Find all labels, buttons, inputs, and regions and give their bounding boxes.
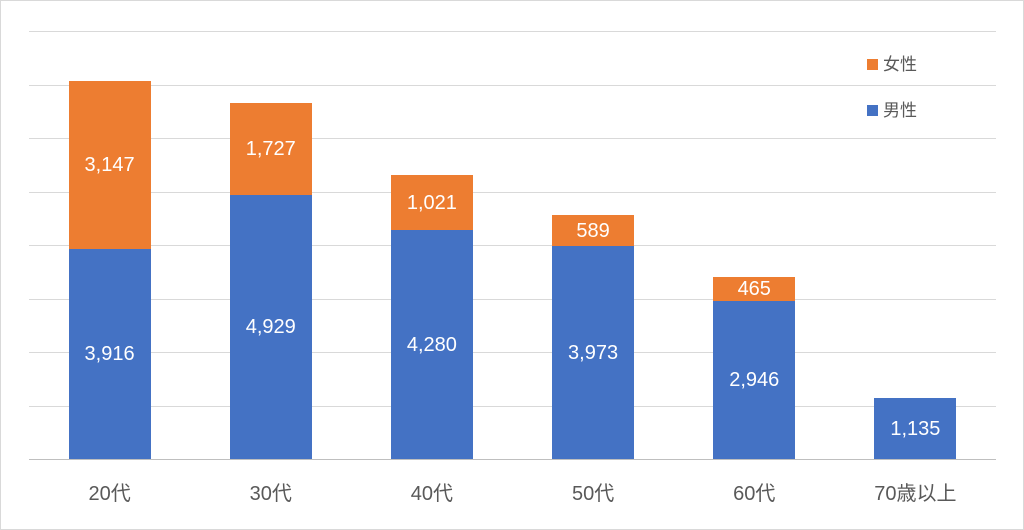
data-label-male-70歳以上: 1,135 xyxy=(890,417,941,440)
bar-segment-male-50代: 3,973 xyxy=(552,246,635,459)
male-series-swatch-icon xyxy=(867,104,878,116)
gridline xyxy=(29,352,996,353)
data-label-male-30代: 4,929 xyxy=(245,316,296,339)
gridline xyxy=(29,138,996,139)
legend-item-female: 女性 xyxy=(867,54,917,74)
bar-segment-female-30代: 1,727 xyxy=(229,102,312,196)
legend-label-male: 男性 xyxy=(883,100,917,120)
data-label-male-20代: 3,916 xyxy=(84,343,135,366)
bar-segment-male-20代: 3,916 xyxy=(68,249,151,459)
gridline xyxy=(29,405,996,407)
gridline xyxy=(29,31,996,32)
data-label-female-30代: 1,727 xyxy=(245,138,296,161)
x-axis-label-30代: 30代 xyxy=(249,483,292,505)
legend-item-male: 男性 xyxy=(867,100,917,120)
x-axis-label-60代: 60代 xyxy=(733,483,776,505)
data-label-male-50代: 3,973 xyxy=(568,341,619,364)
data-label-female-50代: 589 xyxy=(576,219,610,242)
gridline xyxy=(29,191,996,193)
x-axis-label-50代: 50代 xyxy=(571,483,615,505)
x-axis-label-70歳以上: 70歳以上 xyxy=(874,483,957,505)
female-series-swatch-icon xyxy=(867,58,878,70)
x-axis-label-20代: 20代 xyxy=(88,483,131,505)
data-label-male-40代: 4,280 xyxy=(406,333,457,356)
x-axis-line xyxy=(29,459,996,460)
bar-segment-male-40代: 4,280 xyxy=(390,230,473,459)
data-label-female-20代: 3,147 xyxy=(84,154,135,177)
gridline xyxy=(29,84,996,86)
x-axis-label-40代: 40代 xyxy=(410,483,454,505)
legend-label-female: 女性 xyxy=(883,54,917,74)
data-label-male-60代: 2,946 xyxy=(729,369,780,392)
data-label-female-60代: 465 xyxy=(737,277,771,300)
bar-segment-male-70歳以上: 1,135 xyxy=(874,398,957,459)
gridline xyxy=(29,245,996,246)
bar-segment-female-20代: 3,147 xyxy=(68,81,151,250)
legend: 女性 男性 xyxy=(867,54,917,146)
data-label-female-40代: 1,021 xyxy=(406,191,457,214)
bar-segment-female-60代: 465 xyxy=(713,276,796,302)
bar-segment-male-30代: 4,929 xyxy=(229,195,312,459)
gridline xyxy=(29,298,996,300)
bar-segment-female-40代: 1,021 xyxy=(390,175,473,230)
bar-segment-female-50代: 589 xyxy=(552,214,635,247)
bar-segment-male-60代: 2,946 xyxy=(713,301,796,459)
